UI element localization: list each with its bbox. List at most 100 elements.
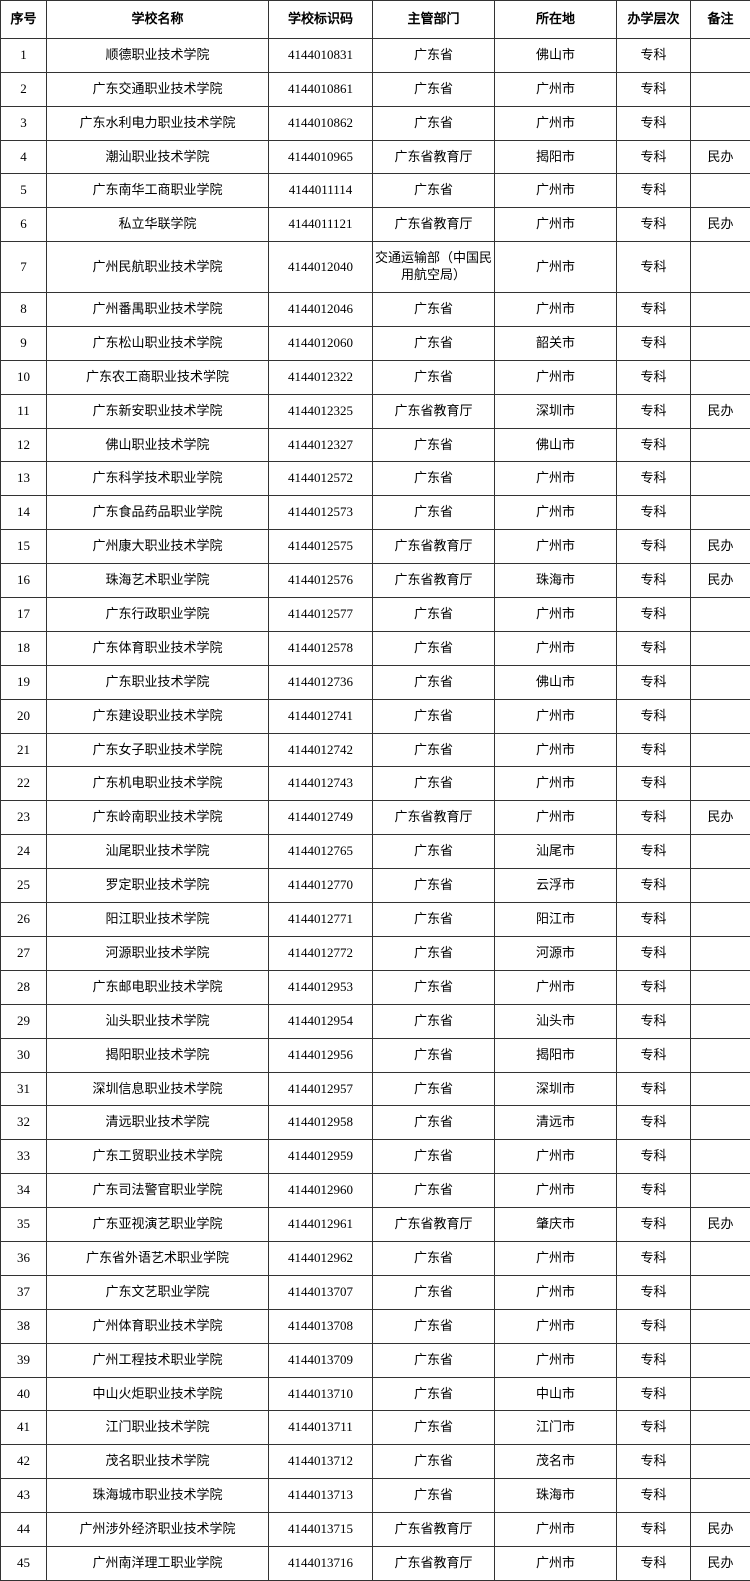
- table-row: 39广州工程技术职业学院4144013709广东省广州市专科: [1, 1343, 750, 1377]
- cell-seq: 33: [1, 1140, 47, 1174]
- table-row: 10广东农工商职业技术学院4144012322广东省广州市专科: [1, 360, 750, 394]
- cell-seq: 41: [1, 1411, 47, 1445]
- cell-name: 中山火炬职业技术学院: [47, 1377, 269, 1411]
- cell-level: 专科: [617, 1174, 691, 1208]
- table-row: 18广东体育职业技术学院4144012578广东省广州市专科: [1, 631, 750, 665]
- cell-remark: [691, 1004, 750, 1038]
- table-row: 13广东科学技术职业学院4144012572广东省广州市专科: [1, 462, 750, 496]
- cell-code: 4144013713: [269, 1479, 373, 1513]
- cell-dept: 广东省: [373, 1275, 495, 1309]
- cell-dept: 广东省: [373, 835, 495, 869]
- cell-level: 专科: [617, 598, 691, 632]
- cell-name: 汕头职业技术学院: [47, 1004, 269, 1038]
- cell-loc: 广州市: [495, 1140, 617, 1174]
- cell-dept: 广东省: [373, 1377, 495, 1411]
- cell-dept: 广东省: [373, 293, 495, 327]
- cell-dept: 广东省教育厅: [373, 530, 495, 564]
- cell-seq: 20: [1, 699, 47, 733]
- cell-code: 4144012954: [269, 1004, 373, 1038]
- cell-level: 专科: [617, 1004, 691, 1038]
- cell-loc: 广州市: [495, 1343, 617, 1377]
- cell-seq: 35: [1, 1208, 47, 1242]
- cell-code: 4144013709: [269, 1343, 373, 1377]
- cell-remark: [691, 631, 750, 665]
- cell-name: 揭阳职业技术学院: [47, 1038, 269, 1072]
- cell-level: 专科: [617, 970, 691, 1004]
- cell-loc: 广州市: [495, 801, 617, 835]
- cell-name: 顺德职业技术学院: [47, 38, 269, 72]
- cell-loc: 广州市: [495, 462, 617, 496]
- cell-loc: 中山市: [495, 1377, 617, 1411]
- cell-seq: 23: [1, 801, 47, 835]
- cell-loc: 珠海市: [495, 564, 617, 598]
- cell-code: 4144012743: [269, 767, 373, 801]
- table-row: 28广东邮电职业技术学院4144012953广东省广州市专科: [1, 970, 750, 1004]
- cell-remark: 民办: [691, 1546, 750, 1580]
- cell-loc: 广州市: [495, 208, 617, 242]
- cell-loc: 肇庆市: [495, 1208, 617, 1242]
- cell-level: 专科: [617, 767, 691, 801]
- cell-remark: [691, 1038, 750, 1072]
- cell-dept: 广东省: [373, 1343, 495, 1377]
- table-row: 5广东南华工商职业学院4144011114广东省广州市专科: [1, 174, 750, 208]
- cell-seq: 30: [1, 1038, 47, 1072]
- cell-remark: 民办: [691, 801, 750, 835]
- header-code: 学校标识码: [269, 1, 373, 39]
- table-row: 17广东行政职业学院4144012577广东省广州市专科: [1, 598, 750, 632]
- cell-code: 4144013715: [269, 1513, 373, 1547]
- cell-name: 广东省外语艺术职业学院: [47, 1241, 269, 1275]
- cell-dept: 广东省教育厅: [373, 801, 495, 835]
- cell-name: 广东文艺职业学院: [47, 1275, 269, 1309]
- cell-seq: 40: [1, 1377, 47, 1411]
- cell-loc: 汕尾市: [495, 835, 617, 869]
- cell-seq: 21: [1, 733, 47, 767]
- cell-dept: 广东省: [373, 72, 495, 106]
- cell-name: 广东新安职业技术学院: [47, 394, 269, 428]
- cell-seq: 37: [1, 1275, 47, 1309]
- cell-loc: 广州市: [495, 699, 617, 733]
- table-row: 31深圳信息职业技术学院4144012957广东省深圳市专科: [1, 1072, 750, 1106]
- header-level: 办学层次: [617, 1, 691, 39]
- header-loc: 所在地: [495, 1, 617, 39]
- cell-code: 4144012953: [269, 970, 373, 1004]
- cell-dept: 广东省教育厅: [373, 564, 495, 598]
- cell-name: 广东建设职业技术学院: [47, 699, 269, 733]
- cell-loc: 广州市: [495, 1174, 617, 1208]
- cell-level: 专科: [617, 174, 691, 208]
- cell-code: 4144012962: [269, 1241, 373, 1275]
- cell-dept: 广东省: [373, 1106, 495, 1140]
- cell-loc: 韶关市: [495, 326, 617, 360]
- cell-code: 4144012741: [269, 699, 373, 733]
- cell-code: 4144012958: [269, 1106, 373, 1140]
- cell-remark: [691, 903, 750, 937]
- cell-level: 专科: [617, 530, 691, 564]
- cell-loc: 广州市: [495, 496, 617, 530]
- table-row: 33广东工贸职业技术学院4144012959广东省广州市专科: [1, 1140, 750, 1174]
- cell-level: 专科: [617, 1208, 691, 1242]
- cell-code: 4144012573: [269, 496, 373, 530]
- cell-code: 4144012046: [269, 293, 373, 327]
- table-row: 43珠海城市职业技术学院4144013713广东省珠海市专科: [1, 1479, 750, 1513]
- cell-name: 广东机电职业技术学院: [47, 767, 269, 801]
- cell-code: 4144010965: [269, 140, 373, 174]
- cell-level: 专科: [617, 1275, 691, 1309]
- cell-loc: 茂名市: [495, 1445, 617, 1479]
- cell-code: 4144012040: [269, 242, 373, 293]
- cell-loc: 深圳市: [495, 394, 617, 428]
- cell-dept: 广东省: [373, 903, 495, 937]
- cell-name: 广东工贸职业技术学院: [47, 1140, 269, 1174]
- cell-seq: 10: [1, 360, 47, 394]
- header-seq: 序号: [1, 1, 47, 39]
- cell-dept: 广东省教育厅: [373, 1208, 495, 1242]
- table-row: 27河源职业技术学院4144012772广东省河源市专科: [1, 936, 750, 970]
- cell-dept: 广东省: [373, 462, 495, 496]
- cell-seq: 27: [1, 936, 47, 970]
- cell-code: 4144012960: [269, 1174, 373, 1208]
- cell-seq: 5: [1, 174, 47, 208]
- cell-dept: 广东省: [373, 733, 495, 767]
- cell-level: 专科: [617, 242, 691, 293]
- cell-level: 专科: [617, 1106, 691, 1140]
- cell-seq: 25: [1, 869, 47, 903]
- cell-seq: 31: [1, 1072, 47, 1106]
- cell-name: 罗定职业技术学院: [47, 869, 269, 903]
